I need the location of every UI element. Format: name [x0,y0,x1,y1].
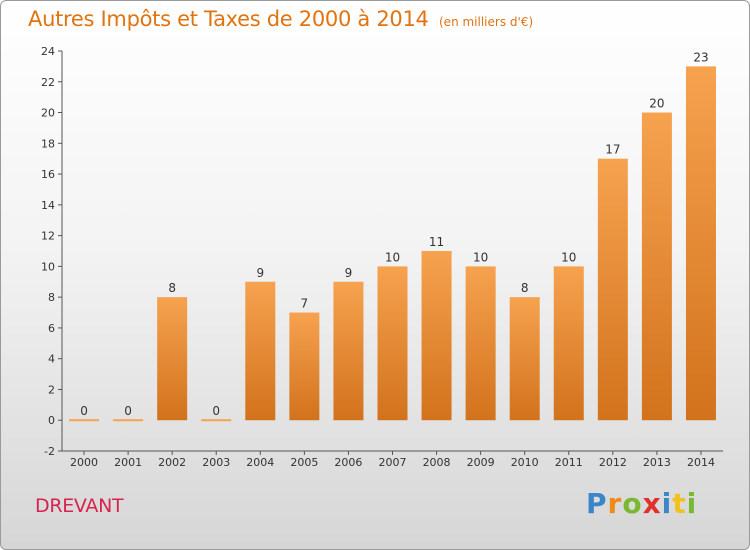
bar [465,266,496,421]
bar-value-label: 10 [561,250,576,264]
logo-letter: x [642,487,662,520]
y-tick-label: 20 [41,107,55,120]
y-tick-label: 6 [48,322,55,335]
x-tick-label: 2004 [246,456,274,469]
bar-value-label: 0 [124,404,132,418]
x-tick-label: 2007 [379,456,407,469]
x-tick-label: 2013 [643,456,671,469]
bar-value-label: 10 [473,250,488,264]
logo-letter: t [672,487,687,520]
bar [289,312,320,421]
chart-title: Autres Impôts et Taxes de 2000 à 2014 (e… [28,7,533,31]
bar-value-label: 0 [80,404,88,418]
y-tick-label: 12 [41,230,55,243]
x-tick-label: 2014 [687,456,715,469]
bar-value-label: 11 [429,235,444,249]
bar-value-label: 20 [649,97,664,111]
y-tick-label: 4 [48,353,55,366]
bar [421,251,452,421]
bar [685,66,716,421]
chart-subtitle: (en milliers d'€) [439,15,534,29]
y-tick-label: 16 [41,168,55,181]
bar-value-label: 8 [168,281,176,295]
x-tick-label: 2012 [599,456,627,469]
x-tick-label: 2010 [511,456,539,469]
bar-value-label: 17 [605,143,620,157]
y-tick-label: 22 [41,76,55,89]
y-tick-label: 10 [41,260,55,273]
logo-letter: i [661,487,673,520]
x-tick-label: 2000 [70,456,98,469]
proxiti-logo: Proxiti [586,487,697,520]
bar-value-label: 9 [256,266,264,280]
bar-value-label: 23 [693,50,708,64]
bar [201,419,232,422]
commune-name: DREVANT [35,495,124,517]
bar [245,281,276,421]
bar-value-label: 0 [212,404,220,418]
x-tick-label: 2003 [202,456,230,469]
bar-value-label: 8 [521,281,529,295]
bar [597,158,628,421]
bar-value-label: 7 [301,297,309,311]
bar-value-label: 9 [345,266,353,280]
logo-letter: P [586,487,608,520]
bar [113,419,144,422]
x-tick-label: 2002 [158,456,186,469]
bar [377,266,408,421]
y-tick-label: 18 [41,137,55,150]
y-tick-label: 8 [48,291,55,304]
chart-title-text: Autres Impôts et Taxes de 2000 à 2014 [28,7,429,31]
bar [333,281,364,421]
x-tick-label: 2008 [423,456,451,469]
logo-letter: r [607,487,623,520]
x-tick-label: 2011 [555,456,583,469]
bar [69,419,100,422]
bar [641,112,672,421]
x-tick-label: 2009 [467,456,495,469]
y-tick-label: 24 [41,45,55,58]
bar [553,266,584,421]
bar-value-label: 10 [385,250,400,264]
bar [509,297,540,421]
chart-labels: 0 0 8 0 9 7 9 10 11 10 8 10 17 20 23 [80,50,708,418]
chart-bars [69,66,716,422]
x-tick-label: 2005 [290,456,318,469]
x-tick-label: 2001 [114,456,142,469]
logo-letter: o [622,487,643,520]
logo-letter: i [686,487,698,520]
y-tick-label: -2 [44,445,55,458]
y-tick-label: 0 [48,414,55,427]
y-tick-label: 14 [41,199,55,212]
x-tick-label: 2006 [334,456,362,469]
y-tick-label: 2 [48,383,55,396]
bar [157,297,188,421]
